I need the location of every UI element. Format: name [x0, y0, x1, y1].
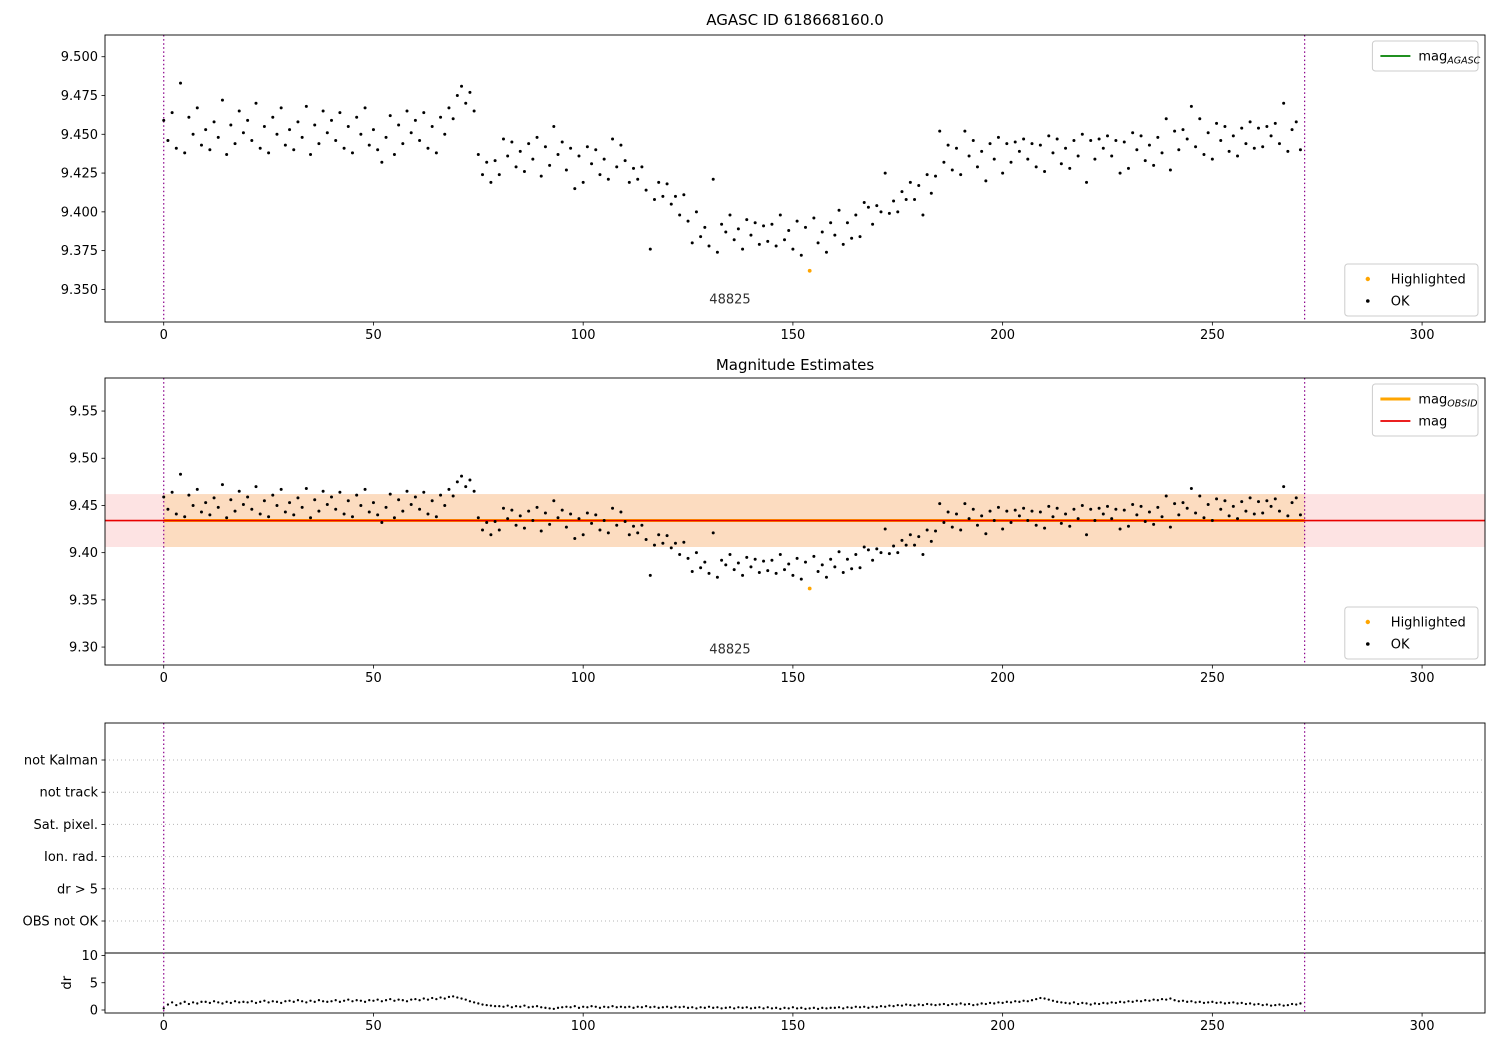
svg-text:0: 0 — [160, 328, 168, 343]
svg-text:9.55: 9.55 — [69, 405, 98, 420]
svg-text:300: 300 — [1410, 671, 1435, 686]
ok-points — [162, 472, 1302, 591]
dr-axis-label: dr — [60, 975, 75, 989]
dr-points — [162, 995, 1302, 1011]
axes-border — [104, 722, 1486, 1014]
svg-text:9.350: 9.350 — [61, 283, 98, 298]
svg-text:0: 0 — [160, 671, 168, 686]
flag-label: Sat. pixel. — [34, 818, 98, 833]
legend-lines: magAGASC — [1371, 40, 1481, 72]
svg-text:250: 250 — [1200, 671, 1225, 686]
legend-marker-dot — [1366, 299, 1370, 303]
svg-text:9.450: 9.450 — [61, 128, 98, 143]
svg-text:magAGASC: magAGASC — [1418, 50, 1480, 67]
svg-text:200: 200 — [990, 671, 1015, 686]
magnitude-chart-title: Magnitude Estimates — [715, 356, 875, 374]
highlighted-point — [807, 586, 812, 591]
svg-text:9.45: 9.45 — [69, 499, 98, 514]
svg-text:0: 0 — [160, 1019, 168, 1034]
svg-text:10: 10 — [81, 949, 98, 964]
svg-text:Highlighted: Highlighted — [1391, 616, 1466, 631]
agasc-chart-title: AGASC ID 618668160.0 — [706, 11, 884, 29]
svg-text:Highlighted: Highlighted — [1391, 273, 1466, 288]
svg-text:250: 250 — [1200, 328, 1225, 343]
svg-text:150: 150 — [780, 671, 805, 686]
agasc-chart: 48825 9.350 9.375 9.400 9.425 9.450 9.475 9.500… — [61, 34, 1486, 343]
svg-text:9.50: 9.50 — [69, 452, 98, 467]
svg-text:9.500: 9.500 — [61, 50, 98, 65]
svg-text:250: 250 — [1200, 1019, 1225, 1034]
svg-text:9.375: 9.375 — [61, 244, 98, 259]
svg-text:9.30: 9.30 — [69, 641, 98, 656]
svg-text:50: 50 — [365, 1019, 382, 1034]
svg-text:300: 300 — [1410, 1019, 1435, 1034]
svg-text:50: 50 — [365, 328, 382, 343]
legend-box — [1344, 606, 1479, 660]
svg-text:OK: OK — [1391, 638, 1410, 653]
axes-border — [104, 377, 1486, 666]
svg-text:100: 100 — [571, 671, 596, 686]
svg-text:9.35: 9.35 — [69, 593, 98, 608]
svg-text:200: 200 — [990, 1019, 1015, 1034]
legend-points: Highlighted OK — [1344, 606, 1479, 660]
svg-text:magOBSID: magOBSID — [1418, 393, 1477, 410]
svg-text:9.475: 9.475 — [61, 89, 98, 104]
legend-marker-dot — [1365, 276, 1371, 282]
legend-marker-dot — [1366, 642, 1370, 646]
magnitude-chart: 48825 9.30 9.35 9.40 9.45 9.50 9.55 0 50 100 150 20… — [69, 377, 1486, 686]
legend-box — [1371, 40, 1479, 72]
obsid-annotation: 48825 — [709, 643, 750, 658]
flag-label: not Kalman — [24, 754, 98, 769]
flag-label: Ion. rad. — [44, 850, 98, 865]
legend-box — [1344, 263, 1479, 317]
obsid-annotation: 48825 — [709, 292, 750, 307]
flag-label: OBS not OK — [23, 915, 99, 930]
svg-text:50: 50 — [365, 671, 382, 686]
svg-text:5: 5 — [90, 976, 98, 991]
svg-text:100: 100 — [571, 1019, 596, 1034]
legend-lines: magOBSID mag — [1371, 383, 1479, 437]
svg-text:150: 150 — [780, 1019, 805, 1034]
flags-chart: not Kalman not track Sat. pixel. Ion. rad. d… — [23, 722, 1486, 1034]
flag-label: dr > 5 — [57, 882, 98, 897]
svg-text:mag: mag — [1418, 415, 1447, 430]
flag-label: not track — [39, 786, 98, 801]
svg-text:150: 150 — [780, 328, 805, 343]
svg-text:9.400: 9.400 — [61, 205, 98, 220]
axes-border — [104, 34, 1486, 323]
legend-box — [1371, 383, 1479, 437]
svg-text:9.40: 9.40 — [69, 546, 98, 561]
legend-marker-dot — [1365, 619, 1371, 625]
svg-text:300: 300 — [1410, 328, 1435, 343]
ok-points — [162, 81, 1302, 273]
svg-text:OK: OK — [1391, 295, 1410, 310]
svg-text:0: 0 — [90, 1004, 98, 1019]
highlighted-point — [807, 268, 812, 273]
legend-points: Highlighted OK — [1344, 263, 1479, 317]
svg-text:200: 200 — [990, 328, 1015, 343]
svg-text:100: 100 — [571, 328, 596, 343]
svg-text:9.425: 9.425 — [61, 167, 98, 182]
